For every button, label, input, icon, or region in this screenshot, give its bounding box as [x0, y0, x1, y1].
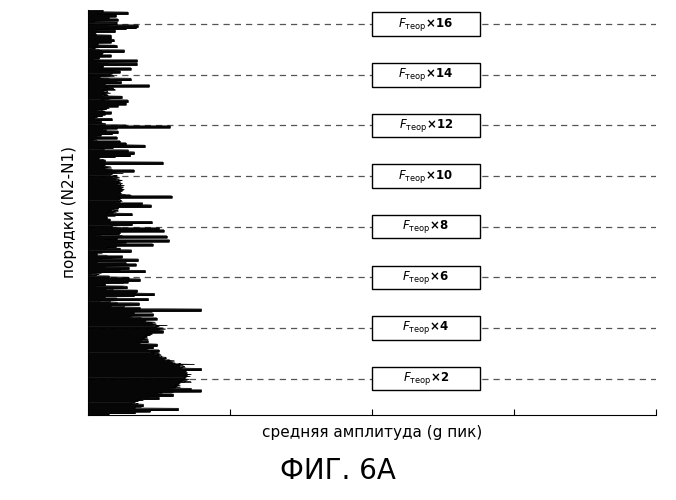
- Text: $F_{\mathregular{теор}}$$\mathbf{\times}$$\mathbf{10}$: $F_{\mathregular{теор}}$$\mathbf{\times}…: [398, 168, 453, 184]
- FancyBboxPatch shape: [372, 114, 480, 137]
- FancyBboxPatch shape: [372, 367, 480, 390]
- Text: $F_{\mathregular{теор}}$$\mathbf{\times}$$\mathbf{12}$: $F_{\mathregular{теор}}$$\mathbf{\times}…: [399, 117, 453, 134]
- Text: $F_{\mathregular{теор}}$$\mathbf{\times}$$\mathbf{14}$: $F_{\mathregular{теор}}$$\mathbf{\times}…: [398, 66, 453, 84]
- FancyBboxPatch shape: [372, 266, 480, 289]
- Y-axis label: порядки (N2-N1): порядки (N2-N1): [62, 146, 78, 278]
- FancyBboxPatch shape: [372, 316, 480, 340]
- Text: ФИГ. 6А: ФИГ. 6А: [280, 457, 396, 485]
- FancyBboxPatch shape: [372, 12, 480, 36]
- FancyBboxPatch shape: [372, 215, 480, 238]
- Text: $F_{\mathregular{теор}}$$\mathbf{\times}$$\mathbf{4}$: $F_{\mathregular{теор}}$$\mathbf{\times}…: [402, 320, 449, 336]
- Text: $F_{\mathregular{теор}}$$\mathbf{\times}$$\mathbf{2}$: $F_{\mathregular{теор}}$$\mathbf{\times}…: [403, 370, 449, 387]
- FancyBboxPatch shape: [372, 63, 480, 86]
- X-axis label: средняя амплитуда (g пик): средняя амплитуда (g пик): [262, 426, 482, 440]
- Text: $F_{\mathregular{теор}}$$\mathbf{\times}$$\mathbf{8}$: $F_{\mathregular{теор}}$$\mathbf{\times}…: [402, 218, 449, 235]
- Text: $F_{\mathregular{теор}}$$\mathbf{\times}$$\mathbf{6}$: $F_{\mathregular{теор}}$$\mathbf{\times}…: [402, 269, 449, 286]
- Text: $F_{\mathregular{теор}}$$\mathbf{\times}$$\mathbf{16}$: $F_{\mathregular{теор}}$$\mathbf{\times}…: [398, 16, 453, 32]
- FancyBboxPatch shape: [372, 164, 480, 188]
